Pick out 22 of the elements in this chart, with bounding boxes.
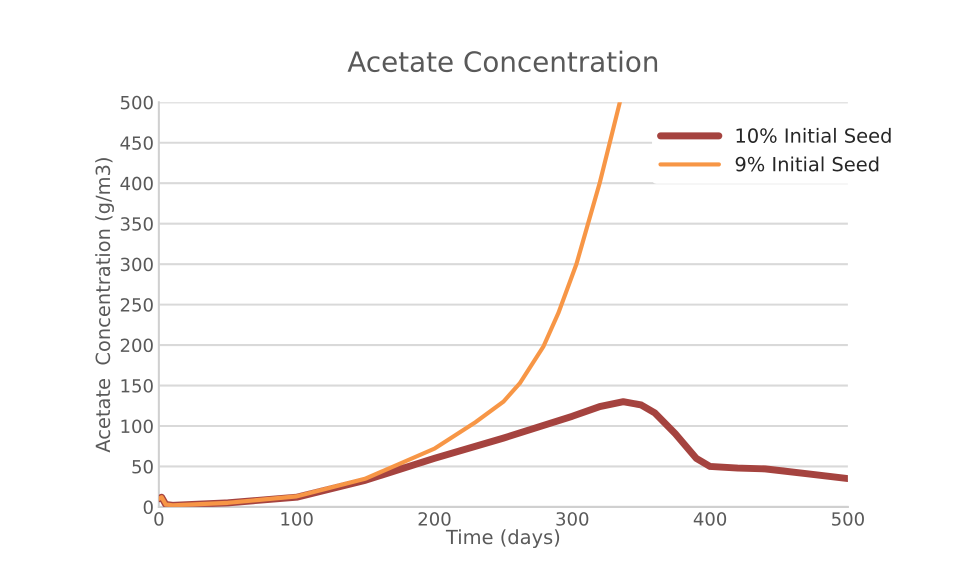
x-tick-label: 100: [281, 512, 313, 526]
y-tick-label: 450: [120, 136, 153, 150]
legend-label: 10% Initial Seed: [736, 128, 891, 143]
x-tick-label: 300: [556, 512, 588, 526]
y-tick-label: 400: [120, 176, 153, 190]
y-tick-label: 100: [122, 419, 153, 434]
y-tick-label: 200: [120, 338, 153, 352]
y-tick-label: 0: [144, 500, 153, 514]
x-axis-title: Time (days): [446, 529, 560, 548]
y-axis-title: Acetate Concentration (g/m3): [95, 158, 114, 453]
legend-label: 9% Initial Seed: [736, 156, 878, 172]
y-tick-label: 300: [120, 258, 153, 272]
x-tick-label: 200: [418, 512, 451, 526]
chart-title: Acetate Concentration: [348, 50, 658, 72]
y-tick-label: 150: [122, 378, 153, 393]
x-tick-label: 400: [694, 512, 726, 526]
y-tick-label: 350: [120, 217, 153, 231]
x-tick-label: 500: [832, 512, 864, 526]
y-tick-label: 500: [120, 96, 153, 110]
y-tick-label: 50: [132, 460, 153, 474]
x-tick-label: 0: [154, 512, 164, 526]
y-tick-label: 250: [120, 298, 153, 312]
